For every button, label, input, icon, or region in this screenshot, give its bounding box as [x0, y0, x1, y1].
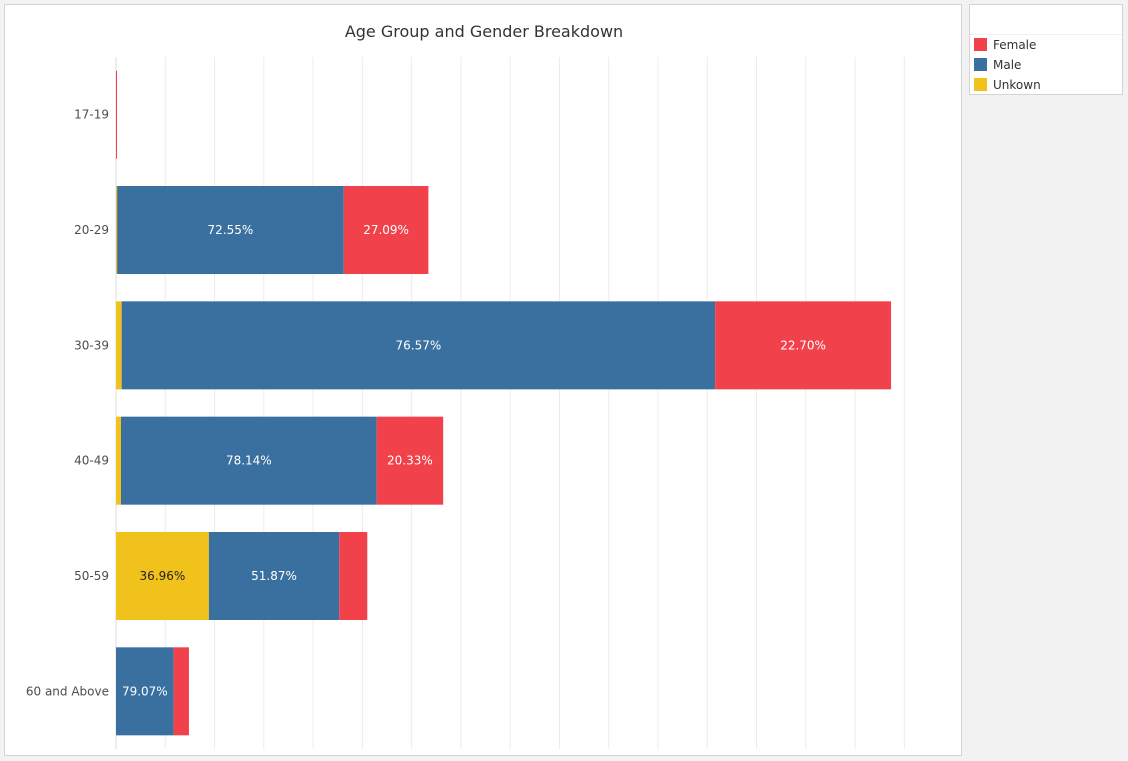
category-label: 50-59 — [74, 569, 109, 583]
data-label: 72.55% — [208, 223, 254, 237]
bar-segment-male — [116, 647, 174, 736]
category-label: 30-39 — [74, 338, 109, 352]
chart-panel: Age Group and Gender Breakdown 17-19 20-2… — [4, 4, 962, 756]
legend-item[interactable]: Female — [970, 35, 1122, 55]
category-label: 40-49 — [74, 454, 109, 468]
data-label: 79.07% — [122, 684, 168, 698]
data-label: 36.96% — [140, 569, 186, 583]
data-label: 20.33% — [387, 454, 433, 468]
legend-items: Female Male Unkown — [970, 35, 1122, 95]
legend-item[interactable]: Male — [970, 55, 1122, 75]
legend-swatch — [974, 38, 987, 51]
legend-swatch — [974, 78, 987, 91]
data-label: 76.57% — [396, 338, 442, 352]
bar-segment-female — [715, 301, 892, 390]
chart-plot: 17-19 20-29 72.55% 27.09% 30-39 76.57% 22.70% 4… — [26, 57, 905, 749]
bar-segment-unkown — [116, 186, 118, 274]
bar-segment-unkown — [116, 416, 122, 505]
data-label: 22.70% — [780, 338, 826, 352]
category-label: 60 and Above — [26, 684, 109, 698]
bar-segment-female — [376, 416, 444, 505]
data-label: 51.87% — [251, 569, 297, 583]
category-label: 20-29 — [74, 223, 109, 237]
bar-segment-male — [117, 186, 344, 274]
bar-segment-male — [121, 301, 716, 390]
legend-label: Male — [993, 58, 1022, 72]
bar-segment-unkown — [116, 532, 209, 620]
legend-item[interactable]: Unkown — [970, 75, 1122, 95]
data-label: 78.14% — [226, 454, 272, 468]
legend-swatch — [974, 58, 987, 71]
bar-segment-female — [116, 70, 117, 159]
chart-title: Age Group and Gender Breakdown — [344, 22, 624, 41]
legend-label: Female — [993, 38, 1037, 52]
bar-segment-unkown — [116, 301, 122, 390]
bar-segment-female — [173, 647, 189, 736]
bar-segment-male — [121, 416, 377, 505]
category-label: 17-19 — [74, 108, 109, 122]
bar-segment-female — [343, 186, 429, 274]
bar-segment-male — [208, 532, 340, 620]
legend-label: Unkown — [993, 78, 1041, 92]
legend: Female Male Unkown — [969, 4, 1123, 95]
bar-segment-female — [339, 532, 368, 620]
legend-header — [970, 5, 1122, 35]
data-label: 27.09% — [363, 223, 409, 237]
